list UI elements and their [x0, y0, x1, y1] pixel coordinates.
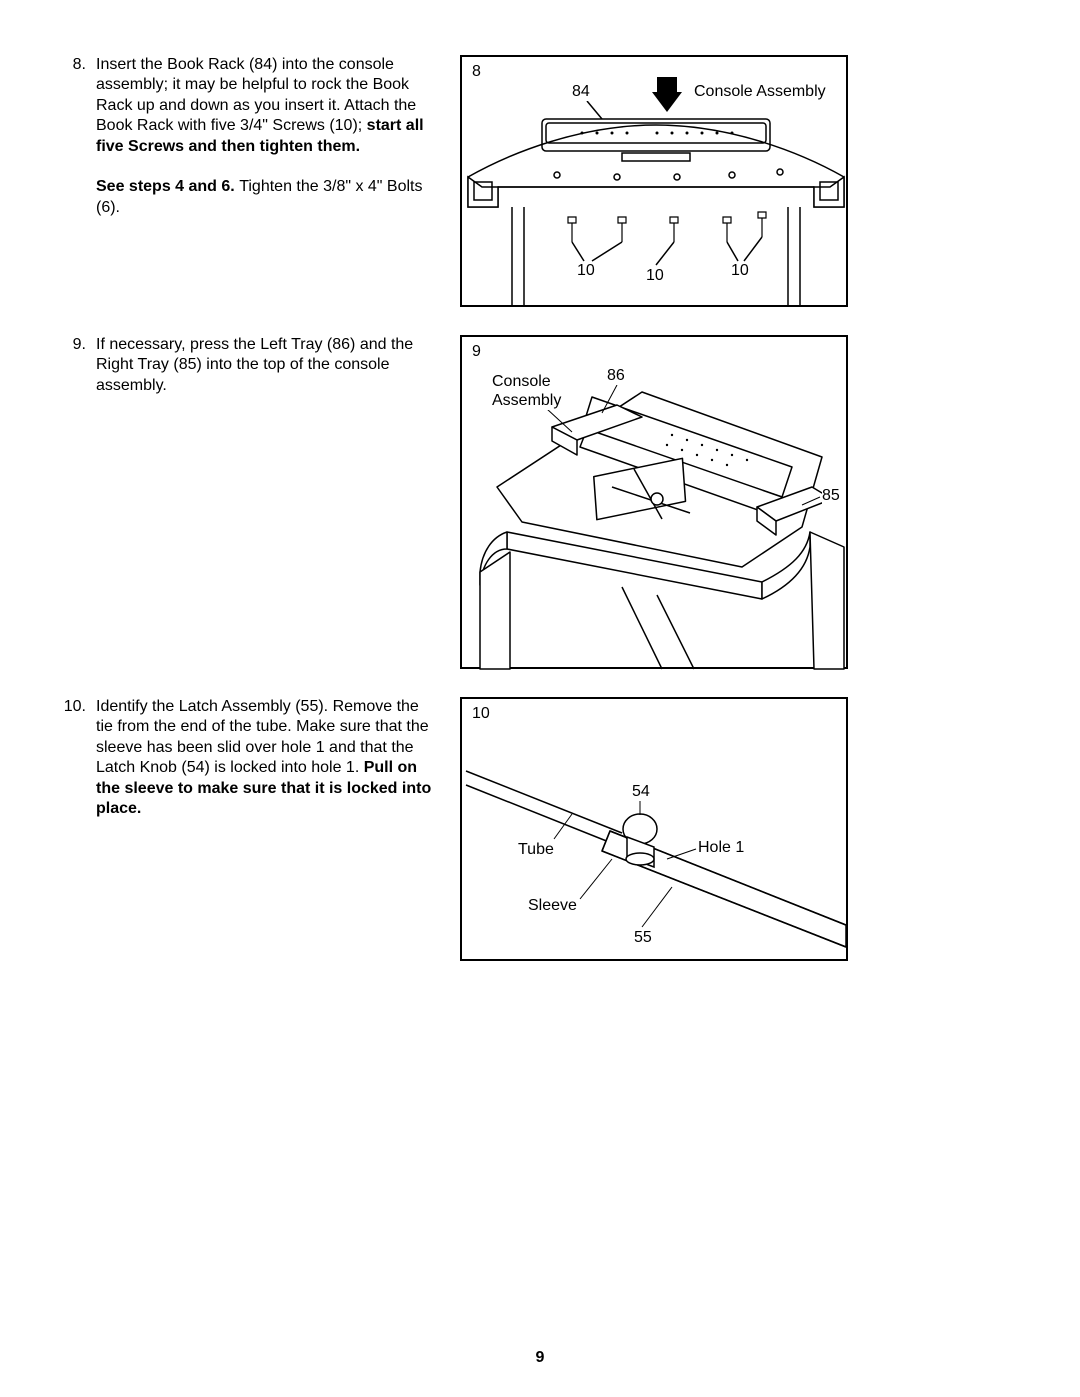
step-row-9: 9. If necessary, press the Left Tray (86…: [60, 335, 1020, 669]
callout-85: 85: [822, 487, 840, 505]
step-text-8: 8. Insert the Book Rack (84) into the co…: [60, 55, 460, 218]
step-paragraph: Insert the Book Rack (84) into the conso…: [96, 55, 440, 157]
figure-8: 8 84 Console Assembly 10 10 10: [460, 55, 848, 307]
callout-console: Console: [492, 373, 551, 391]
step-number: 10.: [60, 697, 96, 820]
figure-10: 10 54 Tube Hole 1 Sleeve 55: [460, 697, 848, 961]
step-body: Identify the Latch Assembly (55). Remove…: [96, 697, 440, 820]
callout-10b: 10: [646, 267, 664, 285]
callout-84: 84: [572, 83, 590, 101]
latch-diagram: [462, 699, 850, 963]
callout-console-assembly: Console Assembly: [694, 83, 826, 101]
callout-tube: Tube: [518, 841, 554, 859]
step-text-10: 10. Identify the Latch Assembly (55). Re…: [60, 697, 460, 820]
callout-54: 54: [632, 783, 650, 801]
manual-page: 8. Insert the Book Rack (84) into the co…: [0, 0, 1080, 1397]
step-row-10: 10. Identify the Latch Assembly (55). Re…: [60, 697, 1020, 961]
callout-sleeve: Sleeve: [528, 897, 577, 915]
callout-hole1: Hole 1: [698, 839, 744, 857]
step-paragraph: Identify the Latch Assembly (55). Remove…: [96, 697, 440, 820]
callout-10a: 10: [577, 262, 595, 280]
figure-col-9: 9 Console Assembly 86 85: [460, 335, 1020, 669]
figure-number: 8: [472, 63, 481, 81]
step-paragraph: See steps 4 and 6. Tighten the 3/8" x 4"…: [96, 177, 440, 218]
figure-number: 10: [472, 705, 490, 723]
callout-86: 86: [607, 367, 625, 385]
step-number: 8.: [60, 55, 96, 218]
step-number: 9.: [60, 335, 96, 396]
step-text-9: 9. If necessary, press the Left Tray (86…: [60, 335, 460, 396]
callout-assembly: Assembly: [492, 392, 561, 410]
figure-9: 9 Console Assembly 86 85: [460, 335, 848, 669]
step-row-8: 8. Insert the Book Rack (84) into the co…: [60, 55, 1020, 307]
figure-col-8: 8 84 Console Assembly 10 10 10: [460, 55, 1020, 307]
figure-col-10: 10 54 Tube Hole 1 Sleeve 55: [460, 697, 1020, 961]
step-body: If necessary, press the Left Tray (86) a…: [96, 335, 440, 396]
callout-10c: 10: [731, 262, 749, 280]
figure-number: 9: [472, 343, 481, 361]
step-body: Insert the Book Rack (84) into the conso…: [96, 55, 440, 218]
callout-55: 55: [634, 929, 652, 947]
page-number: 9: [0, 1349, 1080, 1367]
step-paragraph: If necessary, press the Left Tray (86) a…: [96, 335, 440, 396]
